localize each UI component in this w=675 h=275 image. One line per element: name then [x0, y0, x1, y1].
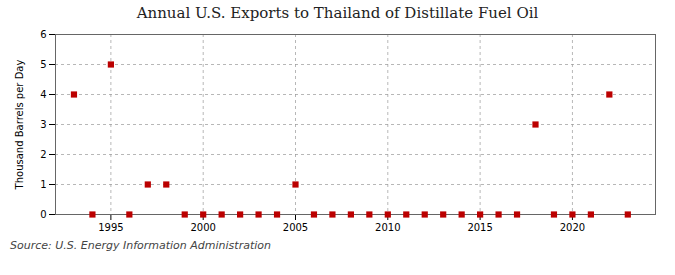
svg-text:Thousand Barrels per Day: Thousand Barrels per Day	[14, 60, 25, 191]
svg-text:2: 2	[40, 149, 46, 160]
svg-text:2010: 2010	[375, 222, 400, 233]
svg-text:0: 0	[40, 209, 46, 220]
svg-text:1995: 1995	[98, 222, 123, 233]
svg-text:5: 5	[40, 59, 46, 70]
svg-text:1: 1	[40, 179, 46, 190]
svg-text:2000: 2000	[190, 222, 215, 233]
svg-text:4: 4	[40, 89, 46, 100]
svg-text:2015: 2015	[467, 222, 492, 233]
svg-text:3: 3	[40, 119, 46, 130]
svg-text:6: 6	[40, 29, 46, 40]
svg-text:2020: 2020	[560, 222, 585, 233]
svg-text:2005: 2005	[283, 222, 308, 233]
html-text:Source: U.S. Energy Informatio: Source: U.S. Energy Information Administ…	[10, 239, 271, 252]
html-text:Annual U.S. Exports to Thailan: Annual U.S. Exports to Thailand of Disti…	[136, 4, 539, 22]
